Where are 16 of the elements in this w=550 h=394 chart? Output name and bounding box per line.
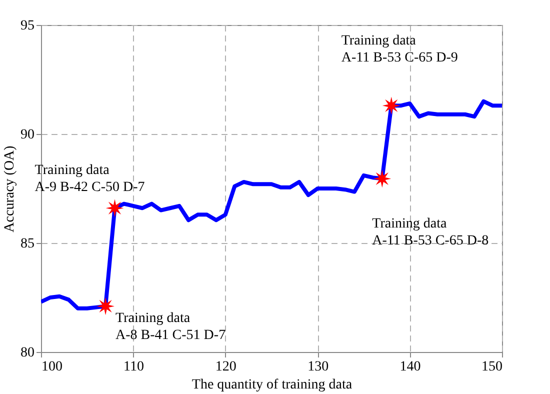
annotation: Training data A-9 B-42 C-50 D-7 (34, 163, 145, 196)
y-tick-label: 80 (20, 346, 34, 360)
annotation: Training data A-11 B-53 C-65 D-8 (372, 216, 489, 249)
x-axis-title: The quantity of training data (192, 378, 353, 392)
y-tick-label: 85 (20, 236, 34, 252)
x-tick-label: 140 (400, 360, 421, 374)
y-axis-title: Accuracy (OA) (2, 145, 18, 232)
y-tick-label: 95 (20, 18, 34, 34)
annotation: Training data A-11 B-53 C-65 D-9 (341, 34, 458, 66)
x-tick-label: 120 (215, 360, 236, 374)
y-tick-label: 90 (20, 128, 34, 142)
x-tick-label: 100 (42, 360, 62, 374)
x-tick-label: 150 (482, 360, 502, 374)
annotation: Training data A-8 B-41 C-51 D-7 (116, 311, 226, 344)
x-tick-label: 130 (308, 360, 329, 374)
x-tick-label: 110 (123, 360, 144, 374)
